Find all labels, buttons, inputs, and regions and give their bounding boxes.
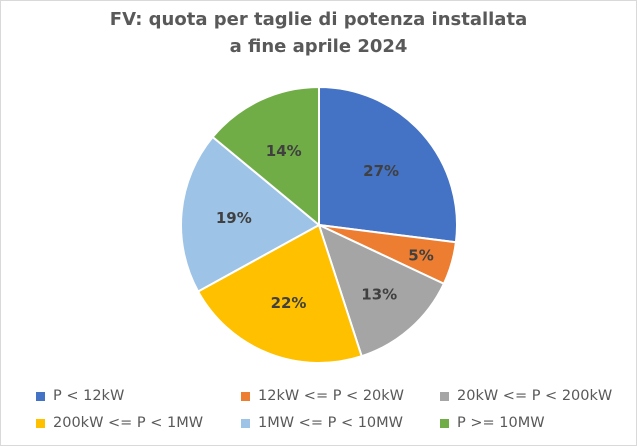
data-label-p-lt-12kw: 27% — [363, 162, 399, 180]
pie-slice-1mw-10mw — [180, 136, 320, 293]
chart-title-line-2: a fine aprile 2024 — [229, 36, 408, 57]
data-label-12kw-20kw: 5% — [408, 247, 433, 265]
data-label-p-gte-10mw: 14% — [266, 142, 302, 160]
pie-slice-p-gte-10mw — [211, 86, 320, 226]
pie-slice-20kw-200kw — [318, 224, 445, 358]
data-label-200kw-1mw: 22% — [271, 294, 307, 312]
data-label-20kw-200kw: 13% — [361, 285, 397, 303]
chart-title-line-1: FV: quota per taglie di potenza installa… — [109, 9, 528, 30]
chart-title: FV: quota per taglie di potenza installa… — [0, 6, 637, 60]
pie-slice-p-lt-12kw — [318, 86, 458, 244]
pie-slice-200kw-1mw — [197, 224, 363, 364]
data-label-1mw-10mw: 19% — [216, 209, 252, 227]
